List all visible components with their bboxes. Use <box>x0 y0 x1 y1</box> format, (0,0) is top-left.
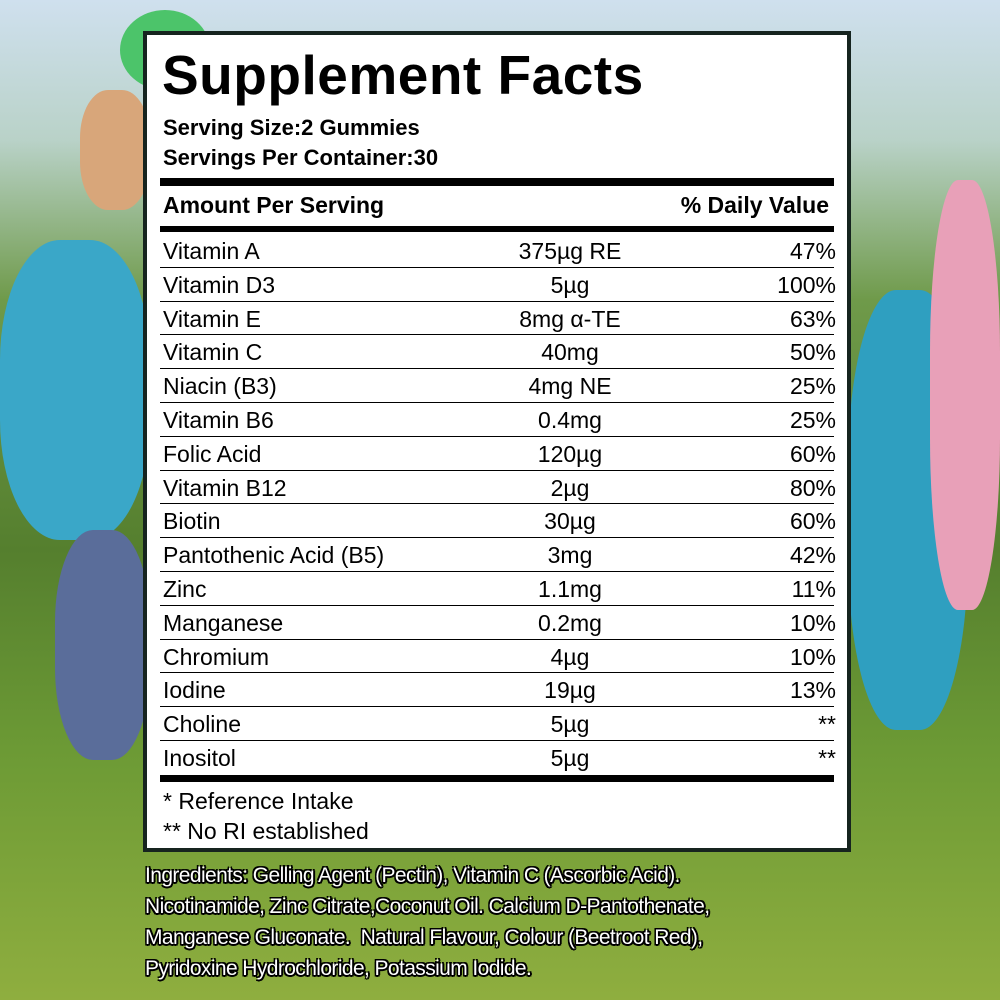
footnote-reference-intake: * Reference Intake <box>163 788 354 814</box>
nutrient-name: Iodine <box>163 677 226 704</box>
table-row: Niacin (B3) 4mg NE 25% <box>160 369 836 403</box>
footnote-no-ri: ** No RI established <box>163 818 369 844</box>
table-row: Folic Acid 120µg 60% <box>160 437 836 471</box>
table-row: Vitamin A 375µg RE 47% <box>160 234 836 268</box>
nutrient-daily-value: 10% <box>789 609 836 636</box>
table-row: Chromium 4µg 10% <box>160 640 836 674</box>
table-row: Choline 5µg ** <box>160 707 836 741</box>
nutrient-amount: 19µg <box>544 677 596 704</box>
table-row: Inositol 5µg ** <box>160 741 836 775</box>
table-row: Pantothenic Acid (B5) 3mg 42% <box>160 538 836 572</box>
nutrient-table: Vitamin A 375µg RE 47% Vitamin D3 5µg 100% Vit… <box>160 234 836 775</box>
nutrient-name: Vitamin E <box>163 305 262 332</box>
background-child-left <box>0 240 150 540</box>
supplement-facts-panel: Supplement Facts Serving Size:2 Gummies … <box>143 31 851 852</box>
nutrient-daily-value: 25% <box>789 406 836 433</box>
nutrient-name: Biotin <box>163 508 221 535</box>
table-header: Amount Per Serving % Daily Value <box>163 192 829 219</box>
nutrient-amount: 4µg <box>550 643 590 670</box>
table-row: Zinc 1.1mg 11% <box>160 572 836 606</box>
nutrient-name: Vitamin D3 <box>163 271 276 298</box>
nutrient-name: Inositol <box>163 744 236 771</box>
table-row: Vitamin B12 2µg 80% <box>160 471 836 505</box>
nutrient-name: Zinc <box>163 575 207 602</box>
nutrient-daily-value: ** <box>818 711 836 738</box>
nutrient-name: Pantothenic Acid (B5) <box>163 542 385 569</box>
ingredients-line: Ingredients: Gelling Agent (Pectin), Vit… <box>145 864 681 887</box>
nutrient-daily-value: 60% <box>789 440 836 467</box>
nutrient-daily-value: 100% <box>777 271 836 298</box>
nutrient-daily-value: 10% <box>789 643 836 670</box>
nutrient-amount: 5µg <box>550 744 590 771</box>
ingredients-line: Pyridoxine Hydrochloride, Potassium Iodi… <box>145 957 532 980</box>
nutrient-amount: 120µg <box>537 440 603 467</box>
nutrient-daily-value: 42% <box>789 542 836 569</box>
header-divider <box>160 226 834 232</box>
nutrient-daily-value: 25% <box>789 373 836 400</box>
nutrient-amount: 5µg <box>550 711 590 738</box>
background-child-left-shorts <box>55 530 150 760</box>
nutrient-name: Vitamin A <box>163 238 260 264</box>
nutrient-daily-value: ** <box>818 744 836 771</box>
nutrient-amount: 40mg <box>541 339 599 366</box>
table-row: Vitamin D3 5µg 100% <box>160 268 836 302</box>
nutrient-amount: 8mg α-TE <box>519 305 621 332</box>
nutrient-daily-value: 13% <box>789 677 836 704</box>
nutrient-amount: 375µg RE <box>518 238 622 264</box>
servings-per-container: Servings Per Container:30 <box>163 145 439 170</box>
table-row: Vitamin C 40mg 50% <box>160 335 836 370</box>
table-row: Vitamin B6 0.4mg 25% <box>160 403 836 437</box>
thick-divider <box>160 178 834 186</box>
table-row: Vitamin E 8mg α-TE 63% <box>160 302 836 336</box>
nutrient-name: Chromium <box>163 643 270 670</box>
nutrient-amount: 1.1mg <box>538 575 602 602</box>
table-row: Manganese 0.2mg 10% <box>160 606 836 640</box>
background-child-far-right <box>930 180 1000 610</box>
nutrient-daily-value: 63% <box>789 305 836 332</box>
nutrient-amount: 5µg <box>550 271 590 298</box>
ingredients-line: Nicotinamide, Zinc Citrate,Coconut Oil. … <box>145 895 710 918</box>
nutrient-name: Folic Acid <box>163 440 262 467</box>
nutrient-name: Choline <box>163 711 241 738</box>
nutrient-amount: 30µg <box>544 508 596 535</box>
background-child-head <box>80 90 150 210</box>
panel-title: Supplement Facts <box>162 44 644 106</box>
nutrient-name: Vitamin B6 <box>163 406 274 433</box>
nutrient-amount: 2µg <box>550 474 590 501</box>
nutrient-name: Vitamin B12 <box>163 474 287 501</box>
header-daily-value: % Daily Value <box>680 192 829 218</box>
nutrient-daily-value: 47% <box>789 238 836 264</box>
table-row: Biotin 30µg 60% <box>160 504 836 539</box>
bottom-divider <box>160 775 834 782</box>
nutrient-name: Vitamin C <box>163 339 263 366</box>
nutrient-amount: 0.2mg <box>538 609 602 636</box>
serving-size: Serving Size:2 Gummies <box>163 115 420 140</box>
header-amount: Amount Per Serving <box>163 192 385 218</box>
ingredients-text: Ingredients: Gelling Agent (Pectin), Vit… <box>145 860 885 984</box>
nutrient-amount: 0.4mg <box>538 406 602 433</box>
nutrient-amount: 3mg <box>547 542 593 569</box>
ingredients-line: Manganese Gluconate. Natural Flavour, Co… <box>145 926 703 949</box>
nutrient-name: Niacin (B3) <box>163 373 277 400</box>
nutrient-daily-value: 60% <box>789 508 836 535</box>
nutrient-daily-value: 11% <box>791 575 836 602</box>
nutrient-name: Manganese <box>163 609 284 636</box>
nutrient-amount: 4mg NE <box>528 373 612 400</box>
nutrient-daily-value: 50% <box>789 339 836 366</box>
nutrient-daily-value: 80% <box>789 474 836 501</box>
table-row: Iodine 19µg 13% <box>160 673 836 708</box>
